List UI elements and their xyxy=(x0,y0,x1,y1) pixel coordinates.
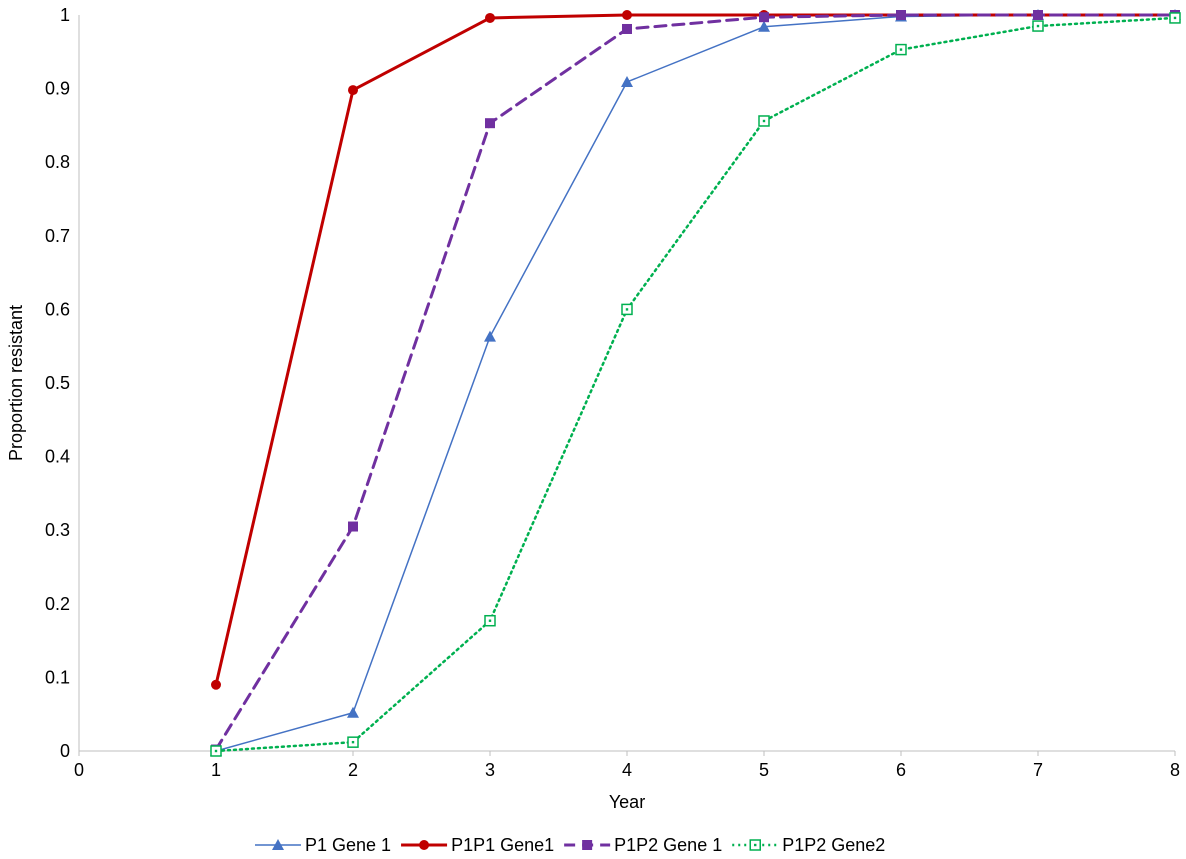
data-point xyxy=(759,12,769,23)
hollow-square-center xyxy=(1036,24,1040,28)
hollow-square-center xyxy=(754,843,757,847)
data-point xyxy=(485,12,495,23)
legend-item: P1P1 Gene1 xyxy=(401,835,554,855)
data-point xyxy=(347,706,359,718)
data-point xyxy=(348,521,358,532)
series-2 xyxy=(211,10,1180,690)
series-3 xyxy=(211,10,1180,755)
y-tick-label: 1 xyxy=(60,5,70,25)
hollow-square-center xyxy=(899,48,903,51)
legend-marker xyxy=(272,839,284,850)
legend-marker xyxy=(419,840,430,850)
x-tick-label: 0 xyxy=(74,760,84,780)
hollow-square-center xyxy=(351,740,355,744)
y-tick-label: 0.3 xyxy=(45,520,70,540)
y-tick-label: 0.4 xyxy=(45,447,70,467)
data-point xyxy=(485,118,495,129)
y-axis-title: Proportion resistant xyxy=(6,305,26,461)
hollow-square-center xyxy=(762,119,766,123)
y-tick-label: 0.5 xyxy=(45,373,70,393)
x-tick-label: 3 xyxy=(485,760,495,780)
x-tick-label: 2 xyxy=(348,760,358,780)
data-point xyxy=(622,10,632,20)
data-point xyxy=(210,745,222,757)
data-point xyxy=(484,330,496,342)
data-point xyxy=(622,23,632,34)
data-point xyxy=(1033,10,1043,20)
data-point xyxy=(621,303,633,316)
y-tick-label: 0 xyxy=(60,741,70,761)
series-4 xyxy=(210,12,1181,757)
x-tick-label: 4 xyxy=(622,760,632,780)
data-point xyxy=(348,85,358,96)
legend-item: P1P2 Gene 1 xyxy=(564,835,722,855)
x-tick-label: 5 xyxy=(759,760,769,780)
x-tick-label: 1 xyxy=(211,760,221,780)
x-axis-title: Year xyxy=(609,792,645,812)
series-1 xyxy=(210,9,1181,756)
series-line xyxy=(215,14,1176,752)
data-point xyxy=(1169,12,1181,24)
axes: 0 0.1 0.2 0.3 0.4 0.5 0.6 0.7 0.8 0.9 1 0 1 2 3 4 5 6 7 8 xyxy=(45,5,1180,780)
series-layer xyxy=(210,9,1181,757)
legend-marker xyxy=(749,839,761,851)
y-tick-label: 0.2 xyxy=(45,594,70,614)
data-point xyxy=(895,43,907,56)
hollow-square-center xyxy=(488,619,492,622)
legend-marker xyxy=(582,840,593,850)
legend-label: P1P1 Gene1 xyxy=(451,835,554,855)
legend-label: P1 Gene 1 xyxy=(305,835,391,855)
data-point xyxy=(758,115,770,127)
x-tick-label: 7 xyxy=(1033,760,1043,780)
y-tick-label: 0.8 xyxy=(45,152,70,172)
x-tick-label: 6 xyxy=(896,760,906,780)
legend-label: P1P2 Gene 1 xyxy=(614,835,722,855)
data-point xyxy=(211,679,221,690)
data-point xyxy=(1032,20,1044,32)
legend-item: P1P2 Gene2 xyxy=(732,835,885,855)
x-tick-label: 8 xyxy=(1170,760,1180,780)
y-tick-label: 0.9 xyxy=(45,79,70,99)
data-point xyxy=(484,614,496,627)
series-line xyxy=(214,16,1177,753)
series-line xyxy=(214,13,1177,752)
y-tick-label: 0.1 xyxy=(45,667,70,687)
hollow-square-center xyxy=(1173,16,1177,20)
series-line xyxy=(214,13,1177,687)
hollow-square-center xyxy=(625,308,629,311)
legend-item: P1 Gene 1 xyxy=(255,835,391,855)
y-tick-label: 0.7 xyxy=(45,226,70,246)
hollow-square-center xyxy=(214,749,218,753)
data-point xyxy=(896,10,906,20)
data-point xyxy=(621,75,633,87)
data-point xyxy=(758,20,770,32)
legend: P1 Gene 1 P1P1 Gene1 P1P2 Gene 1 P1P2 Gene2 xyxy=(255,835,885,855)
legend-label: P1P2 Gene2 xyxy=(782,835,885,855)
y-tick-label: 0.6 xyxy=(45,299,70,319)
data-point xyxy=(347,736,359,748)
